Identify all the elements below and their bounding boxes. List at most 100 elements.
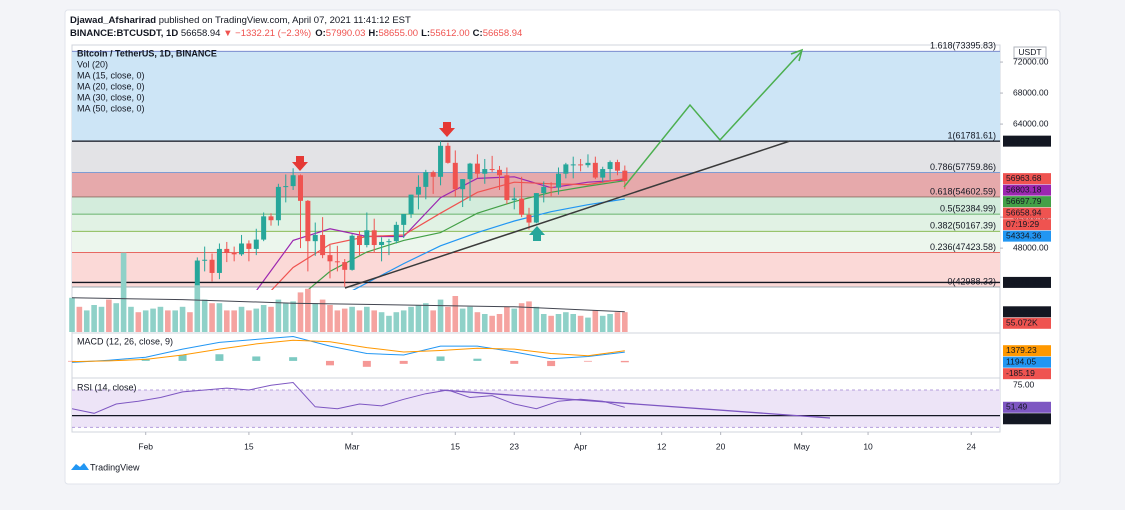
volume-bar (437, 299, 444, 332)
candle-body (202, 259, 208, 261)
macd-histogram (436, 356, 445, 361)
candle-body (305, 200, 311, 242)
volume-bar (128, 306, 134, 332)
volume-bar (540, 314, 547, 332)
ohlc-value: 55612.00 (430, 28, 470, 39)
candle-body (519, 198, 525, 215)
axis-value-box (1003, 196, 1051, 208)
candle-body (415, 186, 421, 195)
candle-body (194, 260, 200, 290)
candle-body (297, 175, 303, 201)
volume-bar (371, 310, 378, 332)
candle-body (504, 175, 510, 201)
fib-label: 0(42988.33) (947, 276, 996, 286)
candle-body (541, 186, 547, 194)
candle-body (423, 172, 429, 187)
x-tick-label: 20 (716, 441, 726, 451)
moving-average (270, 178, 625, 290)
candle-body (268, 216, 274, 221)
x-tick-label: 15 (244, 441, 254, 451)
fib-label: 0.618(54602.59) (930, 186, 996, 196)
volume-ma (71, 297, 625, 313)
rsi-trendline (439, 389, 831, 419)
candle-body (497, 169, 503, 176)
candle-body (430, 172, 436, 177)
macd-name: MACD (12, 26, close, 9) (77, 336, 173, 346)
volume-bar (157, 306, 164, 332)
candle-body (614, 162, 620, 171)
macd-pane (68, 335, 629, 367)
macd-histogram (547, 360, 556, 367)
candle-body (379, 241, 385, 246)
candle-body (231, 252, 237, 255)
ma-name: MA (15, close, 0) (77, 70, 145, 80)
volume-bar (253, 308, 260, 332)
volume-bar (135, 312, 142, 332)
candle-body (216, 248, 222, 273)
candle-body (489, 169, 495, 171)
candle-body (386, 241, 392, 243)
volume-bar (113, 303, 120, 332)
volume-bar (216, 303, 223, 332)
candle-body (526, 214, 532, 223)
candle-body (622, 170, 628, 181)
macd-histogram (178, 354, 187, 361)
candle-body (452, 162, 458, 190)
candle-body (600, 169, 606, 178)
volume-bar (452, 296, 459, 332)
volume-bar (378, 312, 385, 332)
up-arrow (529, 226, 545, 241)
axis-value-label: 43578.35 (1006, 277, 1042, 287)
volume-bar (91, 305, 97, 332)
axis-value-box (1003, 276, 1051, 288)
y-tick-label: 64000.00 (1013, 118, 1049, 128)
x-tick-label: May (794, 441, 811, 451)
fib-label: 1.618(73395.83) (930, 41, 996, 51)
volume-bar (622, 312, 628, 332)
volume-bar (585, 317, 591, 332)
axis-value-box (1003, 219, 1051, 231)
x-tick-label: 23 (510, 441, 520, 451)
projection-path (623, 51, 802, 188)
volume-bar (489, 315, 495, 332)
volume-bar (297, 292, 304, 332)
y-tick-label: 72000.00 (1013, 56, 1049, 66)
macd-line (71, 335, 625, 363)
trendline (344, 140, 791, 289)
axis-value-label: 55.072K (1006, 318, 1038, 328)
candle-body (393, 224, 399, 242)
projection-arrowhead (790, 48, 804, 62)
y-tick-label: 68000.00 (1013, 87, 1049, 97)
candle-body (482, 169, 488, 174)
macd-histogram (583, 360, 592, 362)
fib-label: 1(61781.61) (947, 131, 996, 141)
fib-label: 0.786(57759.86) (930, 162, 996, 172)
volume-bar (305, 288, 311, 332)
volume-bar (76, 306, 83, 332)
volume-name: Vol (20) (77, 59, 108, 69)
volume-bar (246, 310, 252, 332)
volume-bar (83, 310, 90, 332)
axis-value-box (1003, 135, 1051, 147)
axis-value-label: 56.135K (1006, 306, 1038, 316)
volume-bar (563, 312, 569, 332)
volume-bar (570, 314, 577, 332)
volume-bar (201, 299, 208, 332)
candle-body (334, 261, 340, 263)
candle-body (474, 163, 480, 174)
logo (71, 463, 89, 470)
candle-body (438, 145, 444, 177)
ma-name: MA (50, close, 0) (77, 103, 145, 113)
ohlc-key: L: (421, 28, 430, 39)
volume-pane (69, 252, 628, 332)
ma-name: MA (20, close, 0) (77, 81, 145, 91)
fib-label: 0.382(50167.39) (930, 221, 996, 231)
fib-label: 0.5(52384.99) (940, 204, 996, 214)
volume-bar (533, 306, 540, 332)
legend: Bitcoin / TetherUS, 1D, BINANCE Vol (20)… (77, 48, 217, 392)
axis-value-label: -185.19 (1006, 368, 1035, 378)
volume-bar (275, 299, 282, 332)
volume-bar (430, 310, 436, 332)
x-tick-label: Mar (345, 441, 360, 451)
candle-body (342, 262, 348, 270)
